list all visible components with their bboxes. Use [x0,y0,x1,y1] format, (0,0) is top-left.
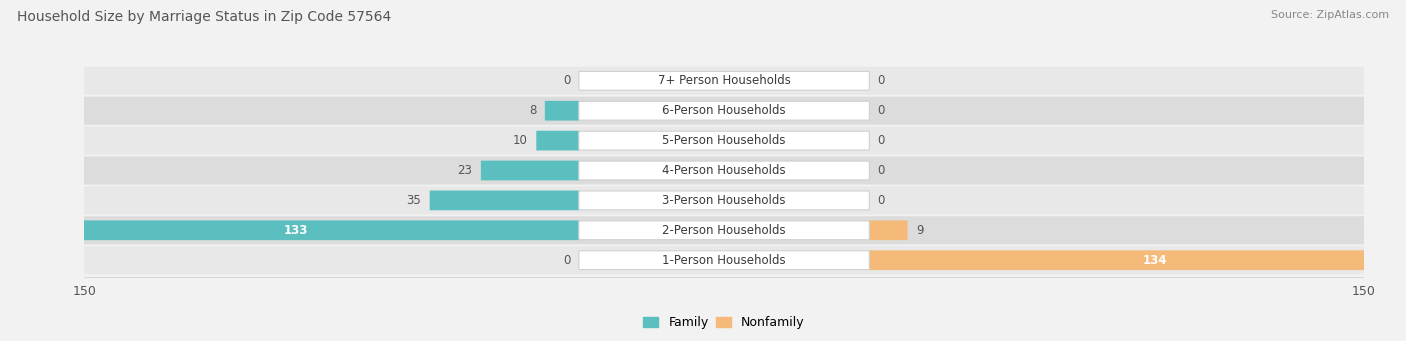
FancyBboxPatch shape [80,97,1368,125]
FancyBboxPatch shape [80,67,1368,95]
Text: Source: ZipAtlas.com: Source: ZipAtlas.com [1271,10,1389,20]
FancyBboxPatch shape [579,101,869,120]
Text: 0: 0 [877,134,884,147]
FancyBboxPatch shape [579,221,869,240]
Text: 9: 9 [917,224,924,237]
Text: 8: 8 [529,104,537,117]
Text: Household Size by Marriage Status in Zip Code 57564: Household Size by Marriage Status in Zip… [17,10,391,24]
FancyBboxPatch shape [430,191,579,210]
Text: 1-Person Households: 1-Person Households [662,254,786,267]
Text: 3-Person Households: 3-Person Households [662,194,786,207]
Text: 0: 0 [564,254,571,267]
FancyBboxPatch shape [579,71,869,90]
FancyBboxPatch shape [80,246,1368,274]
FancyBboxPatch shape [579,191,869,210]
Text: 134: 134 [1143,254,1167,267]
FancyBboxPatch shape [80,127,1368,155]
Text: 10: 10 [513,134,527,147]
FancyBboxPatch shape [579,251,869,270]
Legend: Family, Nonfamily: Family, Nonfamily [638,311,810,335]
FancyBboxPatch shape [11,220,579,240]
Text: 35: 35 [406,194,422,207]
Text: 0: 0 [877,194,884,207]
Text: 2-Person Households: 2-Person Households [662,224,786,237]
FancyBboxPatch shape [481,161,579,180]
Text: 7+ Person Households: 7+ Person Households [658,74,790,87]
Text: 5-Person Households: 5-Person Households [662,134,786,147]
Text: 0: 0 [564,74,571,87]
FancyBboxPatch shape [869,250,1406,270]
FancyBboxPatch shape [546,101,579,121]
FancyBboxPatch shape [869,220,908,240]
Text: 0: 0 [877,164,884,177]
Text: 0: 0 [877,74,884,87]
Text: 0: 0 [877,104,884,117]
FancyBboxPatch shape [579,131,869,150]
Text: 6-Person Households: 6-Person Households [662,104,786,117]
FancyBboxPatch shape [80,157,1368,184]
FancyBboxPatch shape [579,161,869,180]
FancyBboxPatch shape [80,216,1368,244]
FancyBboxPatch shape [536,131,579,150]
FancyBboxPatch shape [80,186,1368,214]
Text: 4-Person Households: 4-Person Households [662,164,786,177]
Text: 23: 23 [457,164,472,177]
Text: 133: 133 [283,224,308,237]
